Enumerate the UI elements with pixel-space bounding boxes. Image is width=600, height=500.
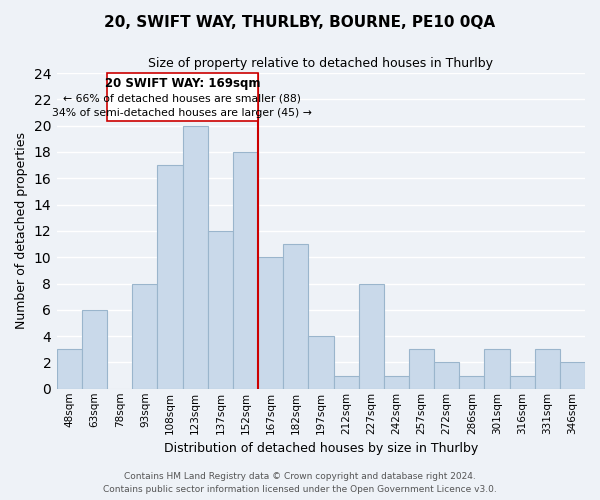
- Bar: [283, 244, 308, 389]
- Text: 20 SWIFT WAY: 169sqm: 20 SWIFT WAY: 169sqm: [104, 77, 260, 90]
- Text: Contains HM Land Registry data © Crown copyright and database right 2024.
Contai: Contains HM Land Registry data © Crown c…: [103, 472, 497, 494]
- Y-axis label: Number of detached properties: Number of detached properties: [15, 132, 28, 330]
- Bar: [334, 376, 359, 389]
- Bar: [157, 165, 182, 389]
- Text: 34% of semi-detached houses are larger (45) →: 34% of semi-detached houses are larger (…: [52, 108, 312, 118]
- Bar: [308, 336, 334, 389]
- Bar: [484, 350, 509, 389]
- Bar: [459, 376, 484, 389]
- X-axis label: Distribution of detached houses by size in Thurlby: Distribution of detached houses by size …: [164, 442, 478, 455]
- Bar: [535, 350, 560, 389]
- Bar: [208, 231, 233, 389]
- Text: ← 66% of detached houses are smaller (88): ← 66% of detached houses are smaller (88…: [64, 94, 301, 104]
- Bar: [359, 284, 384, 389]
- Bar: [133, 284, 157, 389]
- Bar: [409, 350, 434, 389]
- Bar: [384, 376, 409, 389]
- Bar: [182, 126, 208, 389]
- Text: 20, SWIFT WAY, THURLBY, BOURNE, PE10 0QA: 20, SWIFT WAY, THURLBY, BOURNE, PE10 0QA: [104, 15, 496, 30]
- Bar: [233, 152, 258, 389]
- Bar: [509, 376, 535, 389]
- Bar: [82, 310, 107, 389]
- Bar: [258, 257, 283, 389]
- Title: Size of property relative to detached houses in Thurlby: Size of property relative to detached ho…: [148, 58, 493, 70]
- Bar: [107, 73, 257, 121]
- Bar: [434, 362, 459, 389]
- Bar: [560, 362, 585, 389]
- Bar: [57, 350, 82, 389]
